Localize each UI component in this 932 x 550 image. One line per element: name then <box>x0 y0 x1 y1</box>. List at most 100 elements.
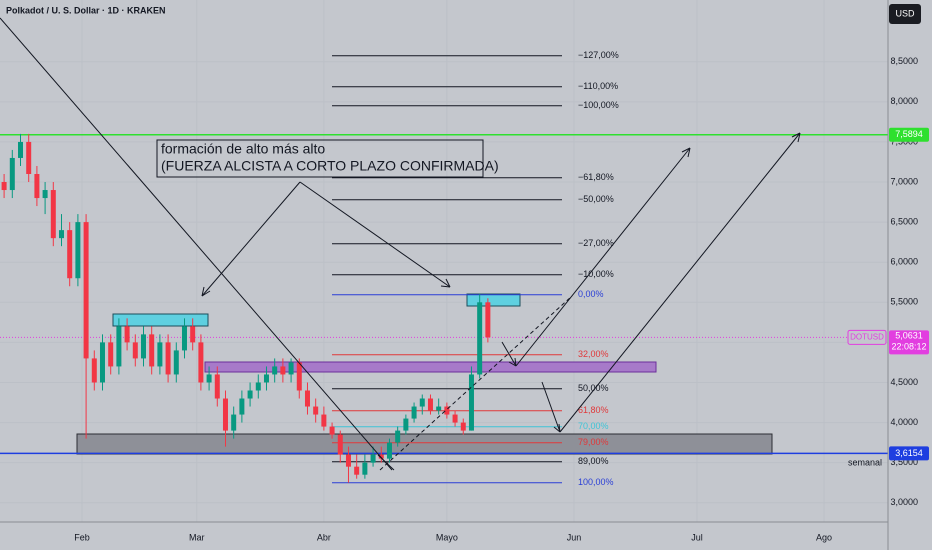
x-tick-label: Mayo <box>436 532 458 542</box>
candle-body <box>345 454 351 467</box>
y-tick-label: 6,0000 <box>890 257 918 267</box>
candle-body <box>26 141 32 174</box>
candle-body <box>67 230 73 279</box>
resistance-zone <box>204 361 657 373</box>
x-tick-label: Abr <box>317 532 331 542</box>
candle-body <box>427 398 433 411</box>
candle-body <box>214 374 220 399</box>
candle-body <box>255 382 261 391</box>
candle-body <box>304 390 310 407</box>
drawings <box>0 17 801 471</box>
arrow-head <box>201 286 211 297</box>
price-axis <box>888 0 932 550</box>
y-tick-label: 4,0000 <box>890 417 918 427</box>
candle-body <box>296 362 302 391</box>
candle-body <box>419 398 425 407</box>
candle-body <box>321 414 327 427</box>
arrow-head <box>508 357 517 367</box>
arrow-head <box>681 147 691 158</box>
candle-body <box>34 174 40 199</box>
arrow <box>541 381 561 433</box>
chart-title: Polkadot / U. S. Dollar · 1D · KRAKEN <box>6 5 166 15</box>
candle-body <box>485 302 491 338</box>
annotation-text: (FUERZA ALCISTA A CORTO PLAZO CONFIRMADA… <box>161 158 499 174</box>
candle-body <box>411 406 417 419</box>
candle-body <box>354 466 360 475</box>
price-tag-label: 3,6154 <box>895 448 923 458</box>
trend-line <box>0 17 393 471</box>
candle-body <box>42 190 48 199</box>
candle-body <box>337 434 343 455</box>
candle-body <box>263 374 269 383</box>
y-tick-label: 3,5000 <box>890 457 918 467</box>
fib-label: −50,00% <box>578 194 614 204</box>
x-tick-label: Ago <box>816 532 832 542</box>
x-tick-label: Feb <box>74 532 90 542</box>
x-tick-label: Mar <box>189 532 205 542</box>
candle-body <box>132 342 138 359</box>
arrow-head <box>440 278 451 288</box>
candle-body <box>173 350 179 375</box>
candle-body <box>288 362 294 375</box>
fib-label: −10,00% <box>578 269 614 279</box>
candle-body <box>198 342 204 383</box>
fib-label: 0,00% <box>578 289 604 299</box>
candle-body <box>149 334 155 367</box>
candle-body <box>190 326 196 343</box>
candle-body <box>452 414 458 423</box>
arrow <box>559 132 801 433</box>
candle-body <box>99 342 105 383</box>
symbol-tag <box>847 329 887 345</box>
fib-label: 70,00% <box>578 421 609 431</box>
currency-button-label[interactable]: USD <box>895 8 915 18</box>
price-tag <box>889 127 929 142</box>
countdown-label: 22:08:12 <box>891 342 926 352</box>
x-tick-label: Jul <box>691 532 703 542</box>
candle-body <box>50 190 56 239</box>
price-tag <box>889 330 929 355</box>
arrow <box>501 341 517 367</box>
axes: 3,00003,50004,00004,50005,00005,50006,00… <box>74 56 929 542</box>
candle-body <box>140 334 146 359</box>
timeframe-label: semanal <box>848 457 882 467</box>
fib-label: −110,00% <box>578 81 618 91</box>
price-tag-label: 7,5894 <box>895 129 923 139</box>
candle-body <box>108 342 114 367</box>
candle-body <box>370 454 376 463</box>
annotation-box <box>156 139 484 178</box>
candle-body <box>83 222 89 359</box>
candle-body <box>280 366 286 375</box>
y-tick-label: 8,5000 <box>890 56 918 66</box>
arrow <box>201 181 301 297</box>
fib-label: −27,00% <box>578 238 614 248</box>
candle-body <box>17 141 23 158</box>
candle-body <box>91 358 97 383</box>
fib-label: 50,00% <box>578 383 609 393</box>
fib-label: 61,80% <box>578 405 609 415</box>
candle-body <box>9 157 15 191</box>
currency-button[interactable] <box>889 4 921 24</box>
candle-body <box>165 342 171 375</box>
candle-body <box>222 398 228 431</box>
arrow-head <box>553 423 561 433</box>
candle-body <box>116 326 122 367</box>
fib-label: −127,00% <box>578 50 619 60</box>
high-zone <box>466 293 521 307</box>
candle-body <box>247 390 253 399</box>
fib-label: 89,00% <box>578 456 609 466</box>
fib-label: 100,00% <box>578 477 614 487</box>
candle-body <box>403 418 409 431</box>
candle-body <box>313 406 319 415</box>
candle-body <box>75 222 81 279</box>
projection-line <box>379 295 573 471</box>
candle-body <box>58 230 64 239</box>
y-tick-label: 8,0000 <box>890 96 918 106</box>
y-tick-label: 5,5000 <box>890 297 918 307</box>
candle-body <box>272 366 278 375</box>
candle-body <box>231 414 237 431</box>
support-zone <box>76 433 773 455</box>
candle-body <box>460 422 466 431</box>
fib-label: 32,00% <box>578 349 609 359</box>
fib-label: 79,00% <box>578 437 609 447</box>
